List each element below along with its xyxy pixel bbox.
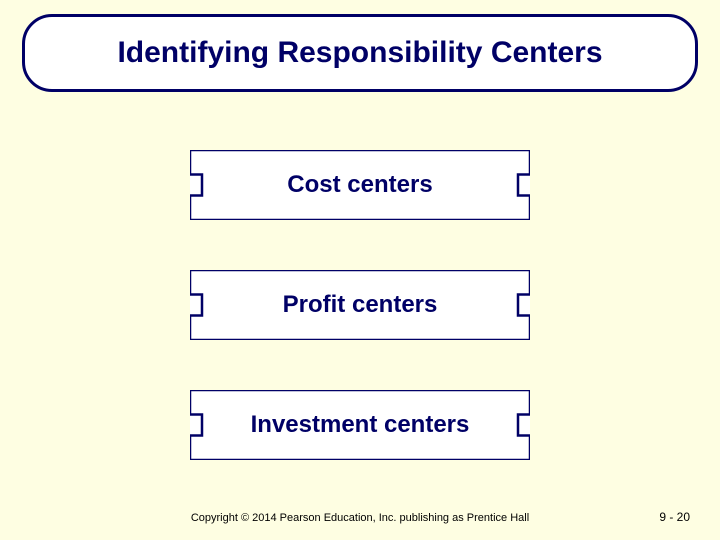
page-title: Identifying Responsibility Centers <box>117 36 602 70</box>
box-label: Profit centers <box>283 291 438 319</box>
info-box-investment: Investment centers <box>190 390 530 460</box>
box-label: Investment centers <box>251 411 470 439</box>
page-number: 9 - 20 <box>659 510 690 524</box>
copyright-text: Copyright © 2014 Pearson Education, Inc.… <box>0 512 720 524</box>
box-label: Cost centers <box>287 171 432 199</box>
title-box: Identifying Responsibility Centers <box>22 14 698 92</box>
info-box-cost: Cost centers <box>190 150 530 220</box>
info-box-profit: Profit centers <box>190 270 530 340</box>
